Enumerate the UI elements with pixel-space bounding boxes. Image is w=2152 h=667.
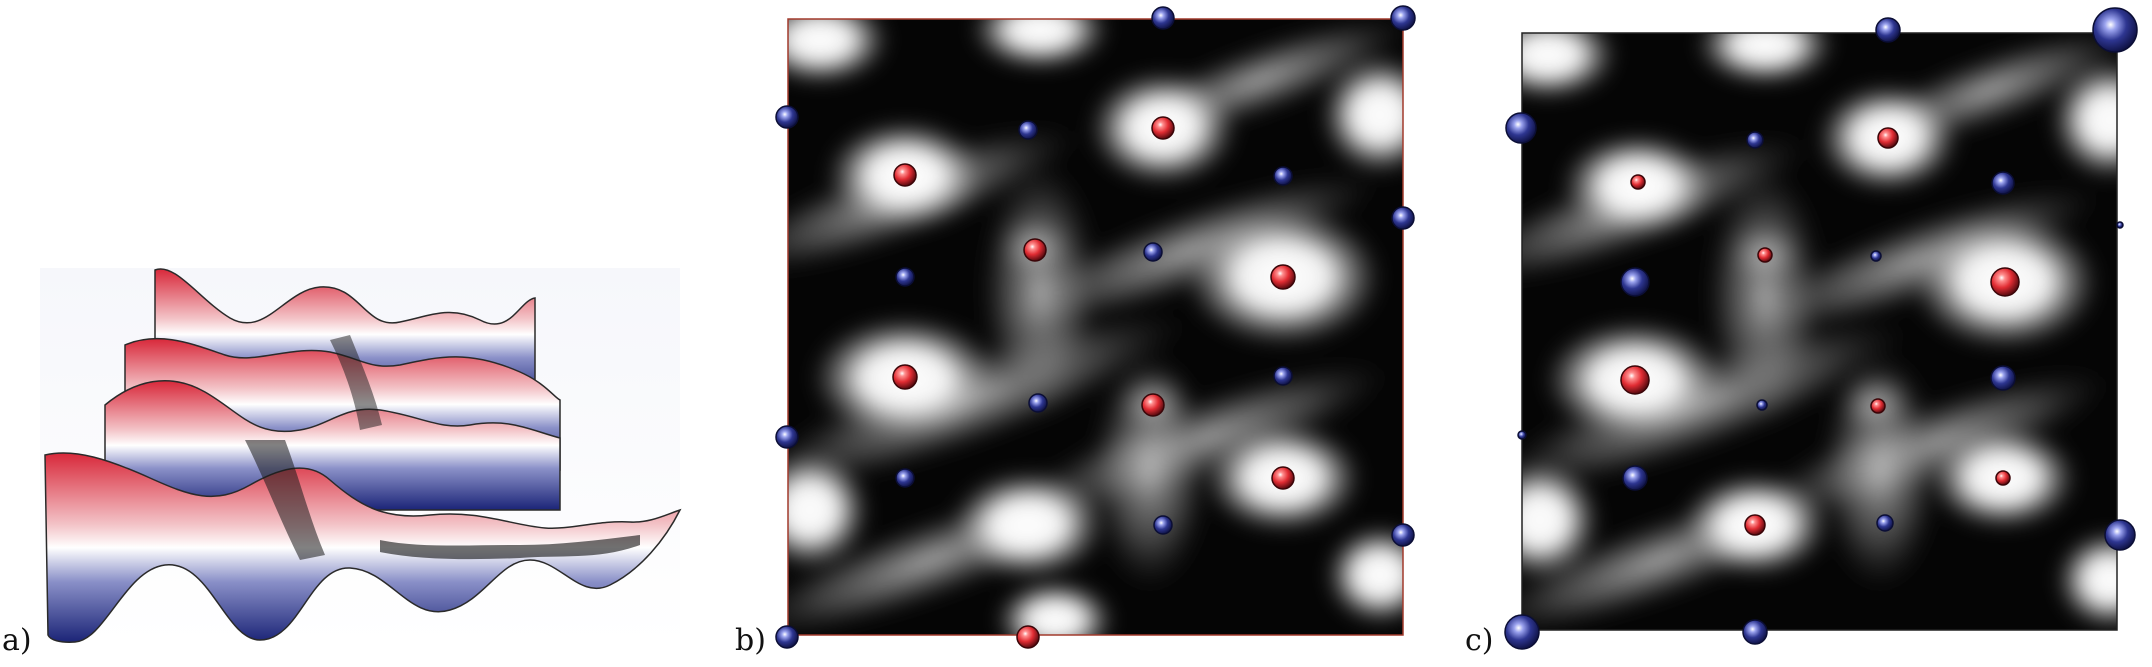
panel-b-blue-sphere-3 [1019,121,1037,139]
panel-b-red-sphere-16 [1152,117,1174,139]
panel-c-blue-sphere-14 [1505,615,1539,649]
panel-c-red-sphere-21 [1991,268,2019,296]
panel-c-blue-sphere-13 [2105,520,2135,550]
panel-c-blue-sphere-2 [1506,113,1536,143]
panel-c-red-sphere-19 [1631,175,1645,189]
panel-b-blue-sphere-4 [1274,167,1292,185]
panel-b-blue-sphere-7 [1144,243,1162,261]
panel-b-red-sphere-20 [893,365,917,389]
panel-c-red-sphere-24 [1996,471,2010,485]
panel-c-blue-sphere-0 [1876,18,1900,42]
panel-c-blue-sphere-6 [1621,268,1649,296]
panel-c-blue-sphere-7 [1871,251,1881,261]
panel-c-blue-sphere-8 [1991,366,2015,390]
panel-c-blue-sphere-15 [1743,620,1767,644]
panel-a-label: a) [2,623,32,658]
panel-b-blue-sphere-12 [1154,516,1172,534]
panel-c-blue-sphere-5 [1518,431,1526,439]
panel-c-blue-sphere-11 [2117,222,2123,228]
panel-b-red-sphere-18 [1024,239,1046,261]
panel-c-density-map [1438,5,2152,663]
panel-c-blue-sphere-1 [2093,8,2137,52]
panel-b-blue-sphere-9 [776,426,798,448]
panel-b-red-sphere-15 [1017,626,1039,648]
panel-b-blue-sphere-6 [896,268,914,286]
panel-b-red-sphere-19 [1271,265,1295,289]
panel-c-blue-sphere-9 [1623,466,1647,490]
panel-b-label: b) [735,623,766,658]
panel-b-red-sphere-21 [1142,394,1164,416]
panel-b-blue-sphere-0 [776,106,798,128]
panel-c-blue-sphere-12 [1877,515,1893,531]
panel-c-red-sphere-20 [1758,248,1772,262]
panel-b-blue-sphere-10 [896,469,914,487]
panel-c-red-sphere-23 [1871,399,1885,413]
panel-c-red-sphere-18 [1878,128,1898,148]
panel-b-blue-sphere-11 [1029,394,1047,412]
panel-b-red-sphere-17 [894,164,916,186]
panel-b-blue-sphere-5 [1392,207,1414,229]
panel-b-blue-sphere-13 [1392,524,1414,546]
panel-b-blue-sphere-14 [776,626,798,648]
panel-b-red-sphere-22 [1272,467,1294,489]
panel-c-blue-sphere-3 [1747,132,1763,148]
panel-c-red-sphere-25 [1745,515,1765,535]
panel-a-surface-plot [40,268,680,646]
panel-c-blue-sphere-4 [1992,172,2014,194]
panel-c-label: c) [1465,623,1494,658]
panel-b-blue-sphere-1 [1152,7,1174,29]
panel-c-red-sphere-22 [1621,366,1649,394]
panel-c-blue-sphere-10 [1757,400,1767,410]
panel-b-density-map [708,0,1440,666]
panel-b-blue-sphere-2 [1391,6,1415,30]
panel-b-blue-sphere-8 [1274,367,1292,385]
